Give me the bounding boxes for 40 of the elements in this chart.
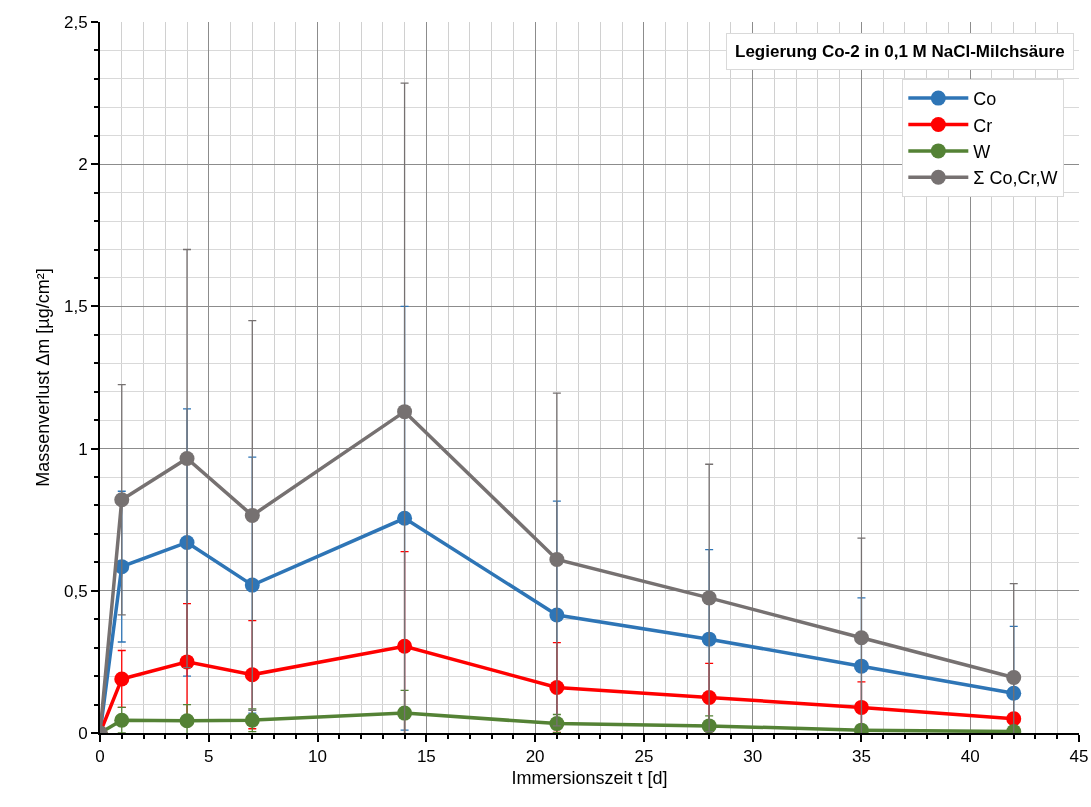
point bbox=[179, 713, 195, 729]
x-axis-title: Immersionszeit t [d] bbox=[511, 768, 668, 788]
point bbox=[114, 492, 130, 508]
legend-label: Cr bbox=[973, 115, 993, 136]
point bbox=[1006, 685, 1022, 701]
point bbox=[549, 552, 565, 568]
point bbox=[853, 630, 869, 646]
y-tick-label: 1 bbox=[78, 439, 88, 459]
x-tick-label: 35 bbox=[851, 747, 871, 767]
point bbox=[397, 638, 413, 654]
point bbox=[114, 712, 130, 728]
x-tick-label: 45 bbox=[1069, 747, 1089, 767]
x-tick-label: 20 bbox=[525, 747, 545, 767]
x-tick-label: 10 bbox=[308, 747, 328, 767]
point bbox=[114, 671, 130, 687]
point bbox=[244, 667, 260, 683]
x-tick-label: 30 bbox=[743, 747, 763, 767]
text: Legierung Co-2 in 0,1 M NaCl-Milchsäure bbox=[735, 42, 1065, 61]
point bbox=[701, 590, 717, 606]
legend-label: Σ Co,Cr,W bbox=[973, 168, 1058, 189]
x-tick-label: 15 bbox=[416, 747, 436, 767]
y-tick-label: 2 bbox=[78, 155, 88, 175]
y-tick-label: 1,5 bbox=[63, 297, 88, 317]
point bbox=[244, 712, 260, 728]
x-tick-label: 25 bbox=[634, 747, 654, 767]
y-tick-label: 0 bbox=[78, 723, 88, 743]
legend-label: Co bbox=[973, 89, 997, 110]
x-tick-label: 40 bbox=[960, 747, 980, 767]
point bbox=[244, 507, 260, 523]
y-tick-label: 0,5 bbox=[63, 581, 88, 601]
x-tick-label: 5 bbox=[204, 747, 214, 767]
point bbox=[853, 699, 869, 715]
point bbox=[397, 510, 413, 526]
y-tick-label: 2,5 bbox=[63, 12, 88, 32]
point bbox=[397, 404, 413, 420]
y-axis-title: Massenverlust Δm [µg/cm²] bbox=[32, 268, 53, 487]
legend-label: W bbox=[973, 141, 991, 162]
point bbox=[1006, 670, 1022, 686]
point bbox=[179, 451, 195, 467]
x-tick-label: 0 bbox=[95, 747, 105, 767]
